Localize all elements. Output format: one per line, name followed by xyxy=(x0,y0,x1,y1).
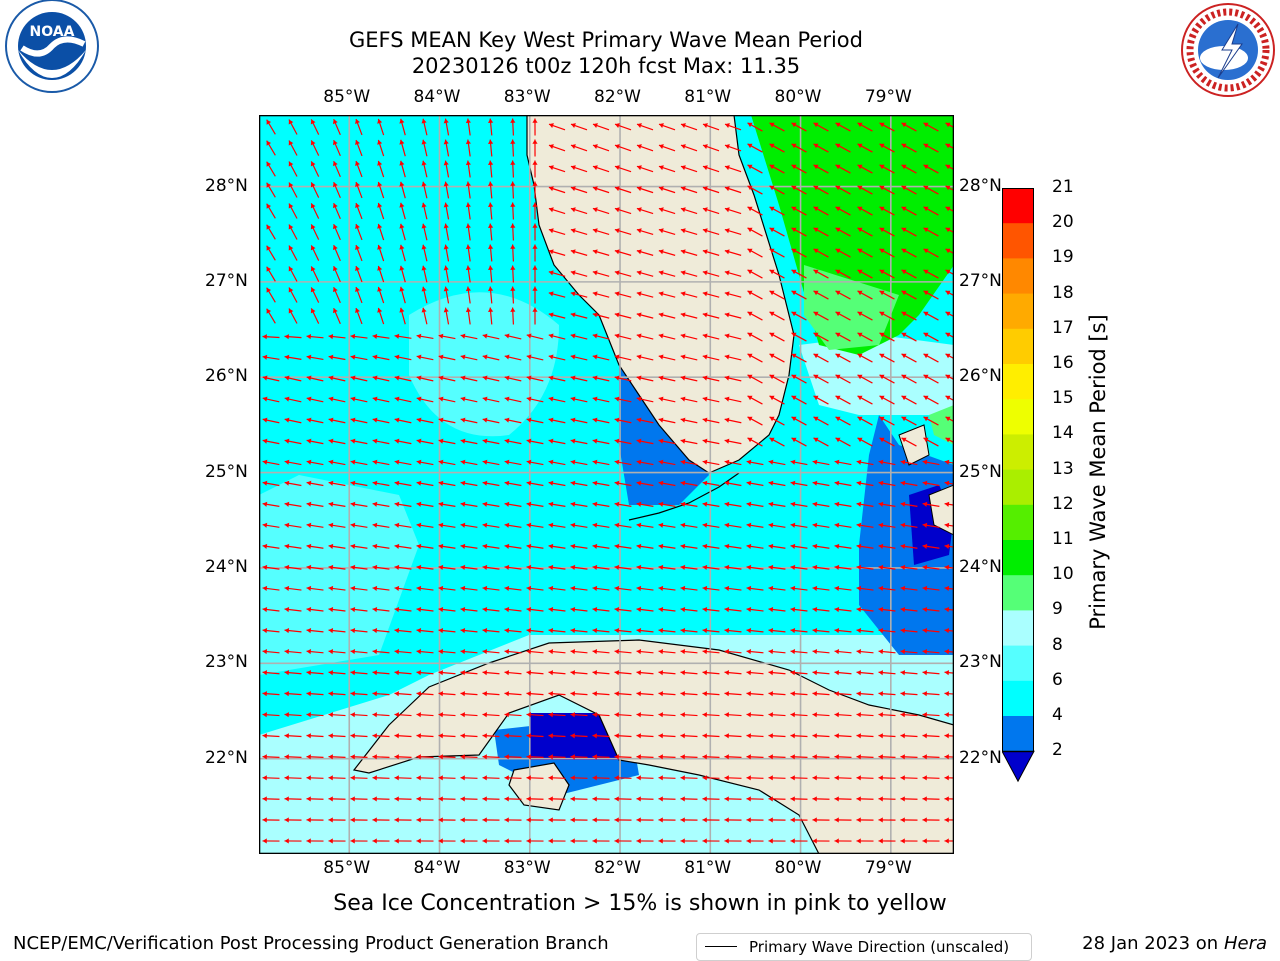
footer-credit: NCEP/EMC/Verification Post Processing Pr… xyxy=(13,933,609,954)
colorbar-segment xyxy=(1002,505,1034,541)
map-title: GEFS MEAN Key West Primary Wave Mean Per… xyxy=(260,27,952,53)
lon-tick-label: 82°W xyxy=(594,858,641,878)
legend-label: Primary Wave Direction (unscaled) xyxy=(749,938,1009,956)
map-panel: Primary Wave Direction (unscaled) xyxy=(259,115,954,854)
footer-date-text: 28 Jan 2023 on xyxy=(1082,933,1224,954)
lon-tick-label: 85°W xyxy=(323,87,370,107)
colorbar-tick-label: 15 xyxy=(1052,388,1074,408)
lat-tick-label: 25°N xyxy=(959,462,1002,482)
colorbar-segment xyxy=(1002,329,1034,365)
colorbar-extension xyxy=(1002,751,1034,781)
colorbar-segment xyxy=(1002,610,1034,646)
colorbar-title: Primary Wave Mean Period [s] xyxy=(1086,314,1110,630)
colorbar-segment xyxy=(1002,434,1034,470)
colorbar-segment xyxy=(1002,364,1034,400)
lat-tick-label: 24°N xyxy=(205,557,248,577)
lon-tick-label: 80°W xyxy=(775,858,822,878)
colorbar-segment xyxy=(1002,258,1034,294)
colorbar-tick-label: 11 xyxy=(1052,529,1074,549)
lon-tick-label: 82°W xyxy=(594,87,641,107)
colorbar-tick-label: 19 xyxy=(1052,247,1074,267)
lon-tick-label: 79°W xyxy=(865,87,912,107)
legend: Primary Wave Direction (unscaled) xyxy=(696,933,1032,961)
lat-tick-label: 25°N xyxy=(205,462,248,482)
lon-tick-label: 81°W xyxy=(684,858,731,878)
colorbar-tick-label: 18 xyxy=(1052,283,1074,303)
colorbar-segment xyxy=(1002,716,1034,752)
colorbar-tick-label: 4 xyxy=(1052,705,1063,725)
wave-period-map xyxy=(259,115,954,854)
colorbar-tick-label: 10 xyxy=(1052,564,1074,584)
footer-date: 28 Jan 2023 on Hera xyxy=(1082,933,1267,954)
lat-tick-label: 26°N xyxy=(205,366,248,386)
lon-tick-label: 83°W xyxy=(504,87,551,107)
lat-tick-label: 23°N xyxy=(205,652,248,672)
colorbar-segment xyxy=(1002,399,1034,435)
lat-tick-label: 26°N xyxy=(959,366,1002,386)
colorbar-tick-label: 12 xyxy=(1052,494,1074,514)
lon-tick-label: 80°W xyxy=(775,87,822,107)
colorbar-segment xyxy=(1002,575,1034,611)
colorbar-segment xyxy=(1002,540,1034,576)
colorbar-tick-label: 6 xyxy=(1052,670,1063,690)
colorbar-tick-label: 16 xyxy=(1052,353,1074,373)
lon-tick-label: 85°W xyxy=(323,858,370,878)
colorbar-tick-label: 9 xyxy=(1052,599,1063,619)
lat-tick-label: 27°N xyxy=(959,271,1002,291)
lon-tick-label: 83°W xyxy=(504,858,551,878)
colorbar-tick-label: 2 xyxy=(1052,740,1063,760)
colorbar-segment xyxy=(1002,294,1034,330)
colorbar-segment xyxy=(1002,223,1034,259)
lat-tick-label: 23°N xyxy=(959,652,1002,672)
colorbar-tick-label: 14 xyxy=(1052,423,1074,443)
lat-tick-label: 28°N xyxy=(959,176,1002,196)
lon-tick-label: 81°W xyxy=(684,87,731,107)
lon-tick-label: 79°W xyxy=(865,858,912,878)
noaa-logo-text: NOAA xyxy=(30,24,75,40)
map-subtitle: 20230126 t00z 120h fcst Max: 11.35 xyxy=(260,53,952,79)
colorbar-tick-label: 20 xyxy=(1052,212,1074,232)
lat-tick-label: 28°N xyxy=(205,176,248,196)
lon-tick-label: 84°W xyxy=(414,87,461,107)
nws-logo xyxy=(1176,0,1280,104)
colorbar-tick-label: 8 xyxy=(1052,635,1063,655)
legend-line-swatch xyxy=(705,946,737,947)
contour-8-9-east xyxy=(799,335,954,415)
lat-tick-label: 22°N xyxy=(205,748,248,768)
lat-tick-label: 24°N xyxy=(959,557,1002,577)
sea-ice-note: Sea Ice Concentration > 15% is shown in … xyxy=(0,891,1280,916)
colorbar-segment xyxy=(1002,681,1034,717)
colorbar-segment xyxy=(1002,646,1034,682)
colorbar-segment xyxy=(1002,470,1034,506)
lon-tick-label: 84°W xyxy=(414,858,461,878)
footer-host: Hera xyxy=(1224,933,1267,954)
colorbar xyxy=(1002,188,1052,788)
colorbar-tick-label: 21 xyxy=(1052,177,1074,197)
colorbar-tick-label: 13 xyxy=(1052,459,1074,479)
lat-tick-label: 22°N xyxy=(959,748,1002,768)
colorbar-tick-label: 17 xyxy=(1052,318,1074,338)
colorbar-segment xyxy=(1002,188,1034,224)
lat-tick-label: 27°N xyxy=(205,271,248,291)
noaa-logo: NOAA xyxy=(0,0,104,104)
